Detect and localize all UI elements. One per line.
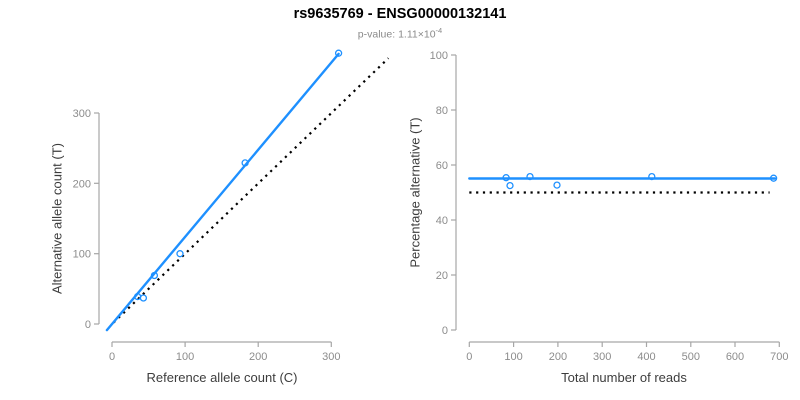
- y-tick-label: 0: [442, 325, 448, 337]
- x-tick-label: 0: [466, 351, 472, 363]
- data-point: [334, 49, 343, 57]
- right-y-axis-title: Percentage alternative (T): [407, 117, 423, 268]
- y-tick-label: 40: [436, 215, 448, 227]
- left-panel: 0 100 200 300 0 100 200 300: [73, 49, 390, 363]
- pvalue-exponent: -4: [435, 26, 443, 35]
- y-tick-label: 100: [73, 249, 91, 261]
- x-tick-label: 100: [504, 351, 522, 363]
- x-tick-label: 200: [549, 351, 567, 363]
- chart-subtitle: p-value: 1.11×10-4: [0, 26, 800, 41]
- x-tick-label: 300: [593, 351, 611, 363]
- y-tick-label: 100: [430, 50, 448, 62]
- data-point: [241, 159, 249, 167]
- x-tick-label: 400: [637, 351, 655, 363]
- x-tick-label: 0: [109, 351, 115, 363]
- reference-dotted-line: [112, 57, 390, 324]
- data-point: [648, 172, 656, 181]
- y-tick-label: 0: [85, 319, 91, 331]
- x-tick-label: 100: [176, 351, 194, 363]
- y-tick-label: 80: [436, 105, 448, 117]
- right-panel: 0 20 40 60 80 100 0 100 200 300 400 500 600 700: [430, 50, 789, 363]
- chart-title: rs9635769 - ENSG00000132141: [293, 6, 507, 22]
- pvalue-base: 1.11×10: [398, 28, 436, 41]
- data-point: [553, 181, 561, 189]
- data-point: [506, 181, 514, 190]
- pvalue-label: p-value:: [357, 28, 396, 41]
- right-x-axis-title: Total number of reads: [561, 370, 687, 385]
- left-x-axis-title: Reference allele count (C): [146, 370, 298, 385]
- data-point: [502, 174, 510, 182]
- data-point: [150, 271, 159, 280]
- y-tick-label: 200: [73, 178, 91, 190]
- y-tick-label: 300: [73, 108, 91, 120]
- left-y-axis-title: Alternative allele count (T): [49, 143, 65, 295]
- y-tick-label: 20: [436, 270, 448, 282]
- data-point: [526, 172, 534, 181]
- x-tick-label: 600: [726, 351, 744, 363]
- y-tick-label: 60: [436, 160, 448, 172]
- data-point: [176, 250, 184, 258]
- x-tick-label: 700: [770, 351, 788, 363]
- data-point: [769, 174, 778, 182]
- x-tick-label: 200: [249, 351, 267, 363]
- data-point: [139, 294, 148, 302]
- x-tick-label: 500: [682, 351, 700, 363]
- fit-line: [105, 52, 340, 332]
- x-tick-label: 300: [322, 351, 340, 363]
